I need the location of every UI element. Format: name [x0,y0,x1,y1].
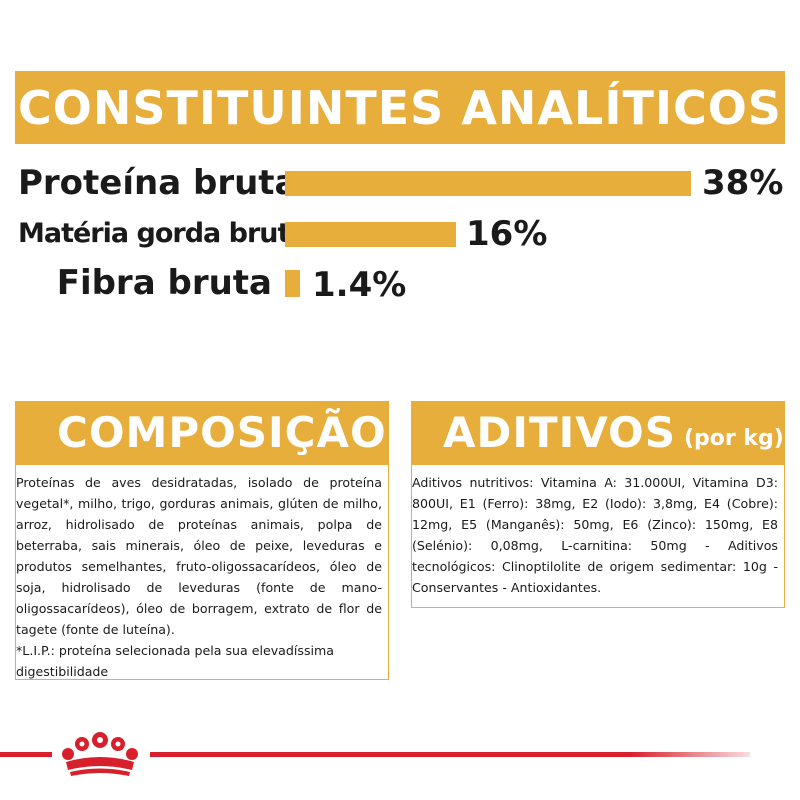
additives-title: ADITIVOS [443,408,676,457]
composition-note: *L.I.P.: proteína selecionada pela sua e… [16,643,334,679]
footer-line-left [0,752,52,757]
additives-panel: Aditivos nutritivos: Vitamina A: 31.000U… [411,464,785,608]
composition-panel: Proteínas de aves desidratadas, isolado … [15,464,389,680]
composition-text-block: Proteínas de aves desidratadas, isolado … [16,472,382,682]
nutrient-value: 38% [702,163,784,203]
nutrient-bar [285,171,691,196]
additives-text: Aditivos nutritivos: Vitamina A: 31.000U… [412,475,778,595]
composition-title: COMPOSIÇÃO [15,401,389,464]
nutrient-label: Matéria gorda bruta [18,218,308,249]
nutrient-value: 1.4% [312,265,407,305]
composition-text: Proteínas de aves desidratadas, isolado … [16,475,382,637]
royal-canin-crown-icon [62,732,138,776]
analytics-title: CONSTITUINTES ANALÍTICOS [15,71,785,144]
additives-unit: (por kg) [684,426,784,451]
additives-title-bar: ADITIVOS (por kg) [411,401,785,464]
footer-line-right [150,752,750,757]
nutrient-bar [285,222,456,247]
nutrient-value: 16% [466,214,548,254]
nutrient-label: Proteína bruta [18,163,298,203]
additives-text-block: Aditivos nutritivos: Vitamina A: 31.000U… [412,472,778,598]
nutrient-bar [285,270,300,297]
nutrient-label: Fibra bruta [56,263,272,303]
